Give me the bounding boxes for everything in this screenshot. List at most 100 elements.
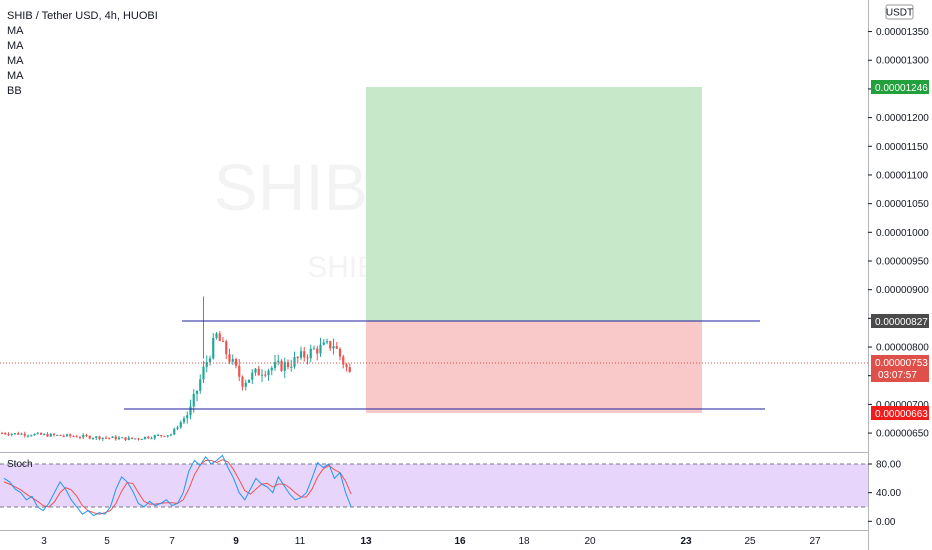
candle [23,431,26,438]
candle-body [345,364,348,368]
candle [290,359,293,372]
legend-ma-1[interactable]: MA [7,25,24,37]
candle [212,332,215,360]
candle [56,434,59,436]
legend-ma-2[interactable]: MA [7,40,24,52]
candle [166,435,169,438]
legend-ma-4[interactable]: MA [7,70,24,82]
price-tick-label: 0.00000700 [876,400,929,411]
candle [247,379,251,384]
candle [312,345,316,350]
target-price-badge: 0.00001246 [871,80,929,94]
currency-button[interactable]: USDT [885,4,914,20]
price-tick-label: 0.00000900 [876,285,929,296]
candle-body [244,382,247,387]
candle-body [273,362,277,368]
candle-body [95,436,98,439]
candle-body [186,415,189,419]
time-tick-label: 5 [104,536,110,547]
candle-body [121,437,124,439]
candle-body [101,437,104,440]
candle [36,432,39,435]
candle [127,435,130,441]
candle-body [277,360,280,363]
price-tick-label: 0.00001050 [876,199,929,210]
target-price-text: 0.00001246 [875,83,928,94]
legend-ma-3[interactable]: MA [7,55,24,67]
time-axis[interactable]: 3 5 7 9 11 13 16 18 20 23 25 27 [41,536,821,547]
candle-body [280,360,283,371]
candle [238,359,241,382]
price-tick-label: 0.00001100 [876,170,929,181]
candle-body [82,435,85,438]
candle-body [108,437,111,439]
candle-body [179,422,182,428]
candle [322,339,325,346]
candle [260,369,264,382]
candle-body [306,357,309,359]
candle [20,432,23,436]
time-tick-label: 23 [680,536,692,547]
candle-body [169,434,173,436]
candle [286,359,290,370]
candle [277,354,280,366]
candle-body [293,356,296,367]
price-tick-label: 0.00001300 [876,56,929,67]
candle-body [166,435,169,437]
entry-price-badge: 0.00000827 [871,314,929,328]
currency-label: USDT [886,8,913,19]
candle [65,433,69,438]
candle [78,435,82,440]
profit-zone[interactable] [366,87,702,321]
stochastic-pane[interactable]: Stoch [0,454,868,517]
time-tick-label: 9 [233,536,239,547]
candle [95,435,98,441]
candle-body [270,367,273,371]
candle-body [173,428,176,435]
candle-body [296,356,299,358]
candle-body [59,434,62,436]
candle-body [114,436,117,440]
candle [270,366,273,376]
legend-bb[interactable]: BB [7,85,22,97]
time-tick-label: 27 [809,536,821,547]
candle [195,390,199,402]
stoch-label: Stoch [7,459,33,470]
loss-zone[interactable] [366,321,702,413]
candle-body [208,358,212,363]
candle-body [85,435,88,437]
candle [303,347,306,362]
candle-body [72,436,75,438]
candle [316,345,319,361]
candle-body [322,342,325,345]
candle-body [182,418,186,423]
time-tick-label: 25 [744,536,756,547]
time-tick-label: 7 [169,536,175,547]
candle [335,342,338,350]
candle-body [312,348,316,350]
candle [46,432,49,438]
candle-body [46,433,49,437]
candle [251,369,254,384]
candle-body [257,368,260,376]
candle-body [91,438,95,440]
candle [49,432,52,438]
candle [280,359,283,372]
candle [205,355,208,373]
candle-body [147,436,150,439]
legend-title[interactable]: SHIB / Tether USD, 4h, HUOBI [7,10,158,22]
price-tick-label: 0.00000950 [876,256,929,267]
candle [338,347,342,361]
time-tick-label: 3 [41,536,47,547]
candle [104,435,108,440]
time-tick-label: 11 [295,536,306,547]
candle [59,434,62,436]
candle-body [69,434,72,437]
candle-body [303,351,306,358]
candle [241,375,244,391]
candle-body [286,362,290,368]
candle [299,346,303,361]
candle [101,437,104,442]
candle [124,437,127,442]
